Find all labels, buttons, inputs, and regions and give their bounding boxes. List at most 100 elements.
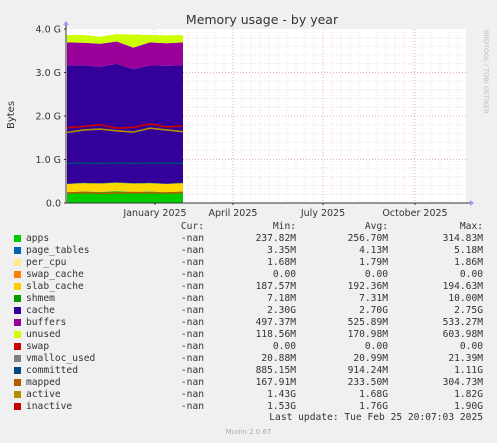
legend-cur: -nan — [180, 317, 204, 328]
legend-max: 1.82G — [454, 389, 483, 400]
legend-row-swap_cache: swap_cache -nan 0.00 0.00 0.00 — [12, 269, 483, 281]
legend-swatch-cell — [12, 365, 26, 377]
legend-cur: -nan — [180, 389, 204, 400]
legend-avg: 192.36M — [347, 281, 388, 292]
legend-row-committed: committed -nan 885.15M 914.24M 1.11G — [12, 365, 483, 377]
chart-area: Memory usage - by year Bytes RRDTOOL / T… — [6, 12, 490, 219]
legend-row-cache: cache -nan 2.30G 2.70G 2.75G — [12, 305, 483, 317]
legend-name: vmalloc_used — [26, 353, 96, 364]
legend-name: apps — [26, 233, 50, 244]
legend-swatch-mapped — [14, 378, 21, 386]
legend-row-swap: swap -nan 0.00 0.00 0.00 — [12, 341, 483, 353]
area-slab_cache — [67, 182, 183, 193]
legend-swatch-cell — [12, 389, 26, 401]
legend-min: 2.30G — [267, 305, 296, 316]
legend-max: 1.86M — [454, 257, 483, 268]
legend-row-unused: unused -nan 118.56M 170.98M 603.98M — [12, 329, 483, 341]
line-mapped — [66, 191, 184, 195]
legend-min: 7.18M — [267, 293, 296, 304]
legend-name: swap — [26, 341, 50, 352]
legend-cur: -nan — [180, 377, 204, 388]
legend-avg: 525.89M — [347, 317, 388, 328]
legend-swatch-cell — [12, 233, 26, 245]
legend-max: 0.00 — [459, 341, 483, 352]
legend-row-inactive: inactive -nan 1.53G 1.76G 1.90G — [12, 401, 483, 413]
legend-name: shmem — [26, 293, 55, 304]
legend-cur: -nan — [180, 281, 204, 292]
legend-name: cache — [26, 305, 55, 316]
legend-cur: -nan — [180, 233, 204, 244]
area-buffers — [67, 41, 183, 70]
area-shmem — [67, 182, 183, 184]
line-active — [66, 127, 184, 134]
legend-name: mapped — [26, 377, 61, 388]
legend-swatch-cell — [12, 257, 26, 269]
area-unused — [67, 34, 183, 48]
legend-name: per_cpu — [26, 257, 67, 268]
legend-cur: -nan — [180, 269, 204, 280]
legend-min: 1.68M — [267, 257, 296, 268]
legend-min: 20.88M — [261, 353, 296, 364]
legend-row-slab_cache: slab_cache -nan 187.57M 192.36M 194.63M — [12, 281, 483, 293]
legend-swatch-cell — [12, 341, 26, 353]
legend-max: 21.39M — [448, 353, 483, 364]
legend-header-max: Max: — [459, 221, 483, 232]
legend-min: 3.35M — [267, 245, 296, 256]
legend-avg: 1.79M — [359, 257, 388, 268]
legend-swatch-slab_cache — [14, 282, 21, 290]
legend-max: 10.00M — [448, 293, 483, 304]
x-tick-label: July 2025 — [300, 208, 345, 219]
legend-row-shmem: shmem -nan 7.18M 7.31M 10.00M — [12, 293, 483, 305]
legend-header-row: Cur: Min: Avg: Max: — [12, 221, 483, 233]
legend-cur: -nan — [180, 353, 204, 364]
legend-max: 5.18M — [454, 245, 483, 256]
area-page_tables — [67, 191, 183, 193]
legend-swatch-inactive — [14, 402, 21, 410]
area-apps — [67, 191, 183, 203]
legend-swatch-swap_cache — [14, 270, 21, 278]
legend-name: unused — [26, 329, 61, 340]
legend-cur: -nan — [180, 305, 204, 316]
legend-swatch-buffers — [14, 318, 21, 326]
legend-swatch-cell — [12, 353, 26, 365]
legend-cur: -nan — [180, 341, 204, 352]
legend-row-page_tables: page_tables -nan 3.35M 4.13M 5.18M — [12, 245, 483, 257]
legend-min: 187.57M — [255, 281, 296, 292]
legend-avg: 0.00 — [364, 269, 388, 280]
legend-min: 885.15M — [255, 365, 296, 376]
legend-table: Cur: Min: Avg: Max: apps -nan 237.82M 256.7… — [12, 221, 483, 413]
legend-max: 603.98M — [442, 329, 483, 340]
legend-min: 0.00 — [272, 341, 296, 352]
legend-cur: -nan — [180, 245, 204, 256]
y-tick-label: 0.0 — [46, 199, 61, 210]
legend-swatch-cell — [12, 293, 26, 305]
legend-name: active — [26, 389, 61, 400]
legend-max: 0.00 — [459, 269, 483, 280]
legend-avg: 1.76G — [359, 401, 388, 412]
legend-swatch-cell — [12, 377, 26, 389]
legend-avg: 914.24M — [347, 365, 388, 376]
y-axis-arrow — [63, 21, 69, 25]
last-update: Last update: Tue Feb 25 20:07:03 2025 — [269, 412, 483, 423]
legend-row-active: active -nan 1.43G 1.68G 1.82G — [12, 389, 483, 401]
x-tick-label: January 2025 — [122, 208, 186, 219]
legend-swatch-vmalloc_used — [14, 354, 21, 362]
munin-version: Munin 2.0.67 — [225, 428, 272, 436]
legend-avg: 4.13M — [359, 245, 388, 256]
area-per_cpu — [67, 191, 183, 193]
legend-cur: -nan — [180, 401, 204, 412]
rrdtool-side-label: RRDTOOL / TOBI OETIKER — [482, 30, 490, 114]
line-inactive — [66, 122, 184, 130]
legend-swatch-cell — [12, 329, 26, 341]
chart-title: Memory usage - by year — [186, 12, 339, 27]
legend-row-per_cpu: per_cpu -nan 1.68M 1.79M 1.86M — [12, 257, 483, 269]
legend-swatch-page_tables — [14, 246, 21, 254]
legend-min: 1.53G — [267, 401, 296, 412]
legend-row-apps: apps -nan 237.82M 256.70M 314.83M — [12, 233, 483, 245]
legend-max: 1.90G — [454, 401, 483, 412]
legend-cur: -nan — [180, 293, 204, 304]
legend-header-min: Min: — [272, 221, 296, 232]
y-tick-label: 2.0 G — [36, 112, 62, 123]
legend-swatch-active — [14, 390, 21, 398]
legend-avg: 7.31M — [359, 293, 388, 304]
